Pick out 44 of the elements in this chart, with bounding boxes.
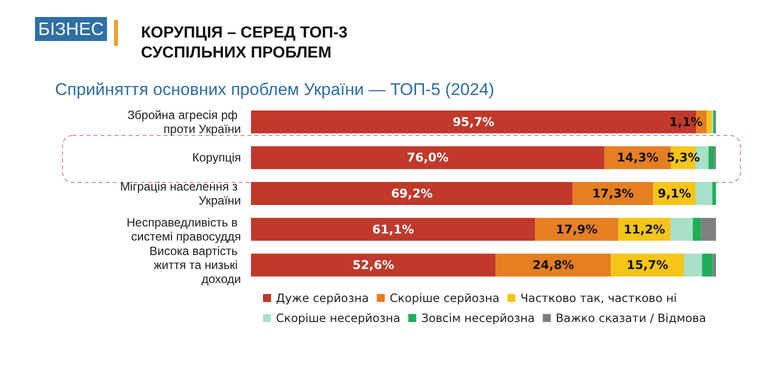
y-tick-label: Міграція населення з України: [120, 180, 241, 208]
y-tick-label: Висока вартість життя та низькі доходи: [149, 244, 241, 286]
data-label: 9,1%: [658, 186, 692, 200]
chart-title: КОРУПЦІЯ – СЕРЕД ТОП-3 СУСПІЛЬНИХ ПРОБЛЕМ: [141, 24, 352, 62]
data-label: 17,3%: [592, 186, 634, 200]
legend-label: Скоріше несерйозна: [276, 311, 400, 325]
legend-label: Скоріше серйозна: [390, 291, 500, 305]
bar: [572, 182, 654, 205]
y-tick-label: Збройна агресія рф проти України: [127, 108, 241, 136]
data-label: 95,7%: [452, 114, 494, 129]
bar: [708, 146, 714, 170]
data-label: 76,0%: [406, 150, 449, 165]
legend-label: Частково так, частково ні: [520, 291, 677, 305]
bar: [496, 254, 611, 277]
data-label: 61,1%: [372, 222, 414, 236]
y-tick-label: Корупція: [192, 150, 241, 165]
bar: [251, 146, 604, 170]
bar: [535, 218, 618, 241]
bar: [251, 218, 536, 241]
bar: [692, 218, 702, 241]
bar: [696, 182, 712, 205]
data-label: 52,6%: [352, 258, 394, 272]
data-label: 1,1%: [669, 114, 703, 129]
bar: [684, 254, 702, 277]
bar: [712, 182, 716, 205]
chart-subtitle: Сприйняття основних проблем України — ТОП-5 (2024): [55, 80, 494, 99]
text: БІЗНЕС: [38, 19, 104, 39]
legend-label: Важко сказати / Відмова: [556, 311, 706, 325]
data-label: 14,3%: [616, 150, 658, 165]
data-label: 17,9%: [556, 222, 598, 236]
legend-label: Дуже серйозна: [276, 291, 369, 305]
data-label: 24,8%: [532, 258, 574, 272]
y-tick-label: Несправедливість в системі правосуддя: [126, 215, 241, 244]
bar: [706, 110, 712, 134]
bar: [702, 254, 713, 277]
data-label: 69,2%: [391, 186, 433, 200]
bar: [251, 182, 573, 205]
legend-label: Зовсім несерйозна: [421, 311, 535, 325]
bar: [712, 254, 716, 277]
bar: [251, 254, 496, 277]
data-label: 15,7%: [626, 258, 668, 272]
bar: [670, 218, 693, 241]
bar: [701, 218, 716, 241]
data-label: 11,2%: [624, 222, 666, 236]
